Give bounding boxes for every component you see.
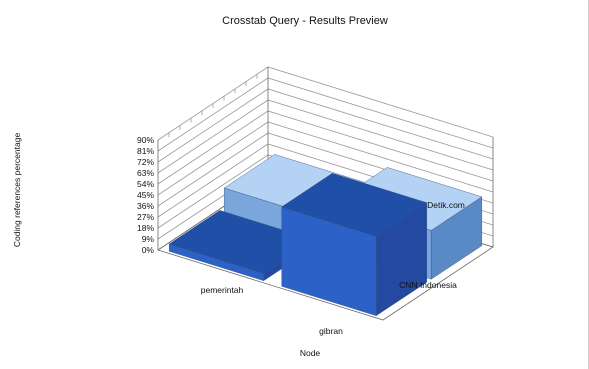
chart-labels: 0%9%18%27%36%45%54%63%72%81%90% pemerinta…: [137, 135, 465, 336]
y-tick-label: 72%: [137, 157, 154, 167]
y-tick-label: 45%: [137, 190, 154, 200]
y-tick-label: 0%: [142, 245, 155, 255]
y-tick-label: 90%: [137, 135, 154, 145]
y-tick-label: 63%: [137, 168, 154, 178]
category-label: pemerintah: [201, 285, 244, 295]
chart-walls: [157, 66, 494, 321]
y-tick-label: 54%: [137, 179, 154, 189]
y-tick-label: 18%: [137, 223, 154, 233]
series-label: Detik.com: [427, 200, 465, 210]
bar: [281, 173, 428, 317]
y-tick-label: 36%: [137, 201, 154, 211]
chart-bars: [168, 154, 483, 317]
series-label: CNN Indonesia: [399, 280, 457, 290]
bar-top-face: [281, 173, 428, 237]
y-tick-label: 9%: [142, 234, 155, 244]
category-label: gibran: [319, 326, 343, 336]
x-axis-title: Node: [300, 348, 321, 358]
y-tick-label: 81%: [137, 146, 154, 156]
y-tick-label: 27%: [137, 212, 154, 222]
y-axis-title: Coding references percentage: [12, 133, 22, 248]
chart-title: Crosstab Query - Results Preview: [222, 15, 388, 27]
